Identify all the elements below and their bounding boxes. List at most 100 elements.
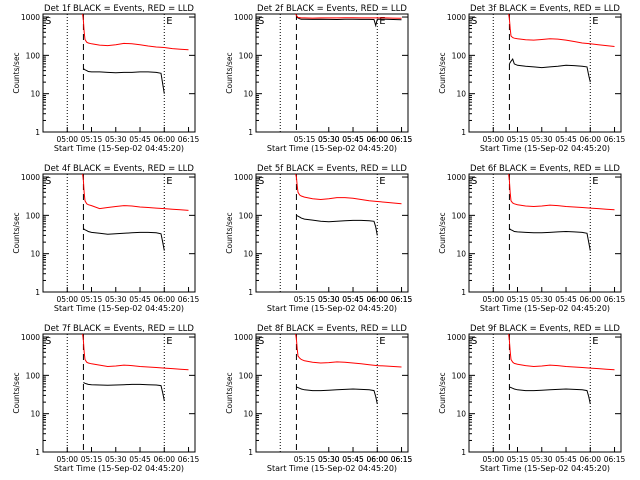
panel-5-xtick-label: 06:00 (366, 295, 388, 304)
panel-8-xtick-label-extra: 05:45 (342, 455, 364, 464)
panel-6-frame (468, 173, 622, 293)
panel-7-xtick-label: 06:15 (178, 455, 200, 464)
panel-4-title: Det 4f BLACK = Events, RED = LLD (44, 164, 194, 174)
panel-2-ytick-label: 1000 (234, 13, 253, 22)
panel-1-ytick-label: 10 (30, 90, 40, 99)
panel-7-marker-e: E (166, 336, 172, 347)
panel-3-ytick-label: 10 (456, 90, 466, 99)
panel-4-xtick-label: 06:00 (153, 295, 175, 304)
panel-2-xtick-label: 06:00 (366, 135, 388, 144)
panel-4-xtick-label: 05:45 (129, 295, 151, 304)
panel-2-title: Det 2f BLACK = Events, RED = LLD (257, 4, 407, 14)
panel-2-ytick-label: 10 (243, 90, 253, 99)
panel-8-xtick-label-extra: 06:00 (366, 455, 388, 464)
panel-2-xtick-label: 05:45 (342, 135, 364, 144)
panel-4-frame (42, 173, 196, 293)
panel-6-ylabel: Counts/sec (438, 212, 447, 253)
panel-2-xtick-label-extra: 05:45 (342, 135, 364, 144)
panel-4-series-lld (82, 173, 189, 211)
panel-1-marker-e: E (166, 16, 172, 27)
panel-7-ylabel: Counts/sec (12, 372, 21, 413)
panel-9-series-lld (508, 333, 615, 371)
panel-6-ytick-label: 100 (452, 211, 467, 220)
panel-1-title: Det 1f BLACK = Events, RED = LLD (44, 4, 194, 14)
panel-3-ytick-label: 1 (461, 128, 466, 137)
panel-5-ytick-label: 1 (248, 288, 253, 297)
panel-7-ytick-label: 100 (26, 371, 41, 380)
panel-7-frame (42, 333, 196, 453)
panel-4-ylabel: Counts/sec (12, 212, 21, 253)
panel-2-ylabel: Counts/sec (225, 52, 234, 93)
panel-9-ytick-label: 10 (456, 410, 466, 419)
panel-9-ytick-label: 1000 (447, 333, 466, 342)
panel-3-marker-e: E (592, 16, 598, 27)
panel-9-ylabel: Counts/sec (438, 372, 447, 413)
panel-8-xtick-label: 05:45 (342, 455, 364, 464)
panel-5-xtick-label-extra: 05:15 (294, 295, 316, 304)
panel-5-xtick-label-extra: 05:45 (342, 295, 364, 304)
panel-5-xtick-label-extra: 06:15 (391, 295, 413, 304)
panel-9-ytick-label: 100 (452, 371, 467, 380)
panel-7-marker-s: S (45, 336, 51, 347)
panel-4-ytick-label: 100 (26, 211, 41, 220)
panel-6-xtick-label: 05:30 (531, 295, 553, 304)
panel-3-ytick-label: 100 (452, 51, 467, 60)
panel-2-series-events (296, 16, 402, 28)
panel-8-xtick-label-extra: 05:30 (318, 455, 340, 464)
panel-6-ytick-label: 10 (456, 250, 466, 259)
panel-5-xtick-label-extra: 06:00 (366, 295, 388, 304)
panel-7-series-events (83, 382, 165, 401)
panel-8-ytick-label: 100 (239, 371, 254, 380)
panel-3-marker-s: S (471, 16, 477, 27)
panel-8-marker-e: E (379, 336, 385, 347)
panel-6-xtick-label: 06:15 (604, 295, 626, 304)
panel-4-marker-e: E (166, 176, 172, 187)
panel-6-xtick-label: 05:00 (482, 295, 504, 304)
panel-5-ytick-label: 1000 (234, 173, 253, 182)
panel-5-title: Det 5f BLACK = Events, RED = LLD (257, 164, 407, 174)
panel-2-xtick-label: 06:15 (391, 135, 413, 144)
panel-6-marker-s: S (471, 176, 477, 187)
panel-9-xtick-label: 05:45 (555, 455, 577, 464)
panel-1-ytick-label: 100 (26, 51, 41, 60)
panel-4-ytick-label: 1 (35, 288, 40, 297)
panel-8-xtick-label: 06:15 (391, 455, 413, 464)
panel-5-frame (255, 173, 409, 293)
panel-1-ytick-label: 1 (35, 128, 40, 137)
panel-9-frame (468, 333, 622, 453)
panel-2-xtick-label-extra: 05:15 (294, 135, 316, 144)
panel-5-series-events (296, 214, 378, 236)
panel-3-frame (468, 13, 622, 133)
panel-3-xlabel: Start Time (15-Sep-02 04:45:20) (480, 144, 610, 153)
panel-5-series-lld (295, 173, 402, 205)
panel-9-marker-s: S (471, 336, 477, 347)
panel-4-xtick-label: 05:30 (105, 295, 127, 304)
panel-8-series-events (296, 386, 378, 405)
panel-2-xtick-label: 05:30 (318, 135, 340, 144)
panel-7-xlabel: Start Time (15-Sep-02 04:45:20) (54, 464, 184, 473)
panel-1-xtick-label: 05:45 (129, 135, 151, 144)
panel-4-ytick-label: 10 (30, 250, 40, 259)
panel-5-xtick-label: 05:45 (342, 295, 364, 304)
panel-3-ytick-label: 1000 (447, 13, 466, 22)
panel-4-marker-s: S (45, 176, 51, 187)
panel-2-xlabel: Start Time (15-Sep-02 04:45:20) (267, 144, 397, 153)
panel-3-xtick-label: 06:00 (579, 135, 601, 144)
panel-7-xtick-label: 05:45 (129, 455, 151, 464)
panel-2-series-lld (295, 13, 402, 19)
panel-2-xtick-label-extra: 05:30 (318, 135, 340, 144)
panel-6-ytick-label: 1000 (447, 173, 466, 182)
panel-7-xtick-label: 05:30 (105, 455, 127, 464)
panel-1-ylabel: Counts/sec (12, 52, 21, 93)
panel-5-ytick-label: 10 (243, 250, 253, 259)
panel-2-frame (255, 13, 409, 133)
panel-2-ytick-label: 1 (248, 128, 253, 137)
panel-1-series-events (83, 68, 165, 94)
panel-7-xtick-label: 05:00 (56, 455, 78, 464)
panel-8-xtick-label-extra: 05:15 (294, 455, 316, 464)
panel-1-xtick-label: 06:00 (153, 135, 175, 144)
panel-1-ytick-label: 1000 (21, 13, 40, 22)
panel-9-xtick-label: 05:30 (531, 455, 553, 464)
panel-1-series-lld (82, 13, 189, 51)
panel-8-ytick-label: 10 (243, 410, 253, 419)
